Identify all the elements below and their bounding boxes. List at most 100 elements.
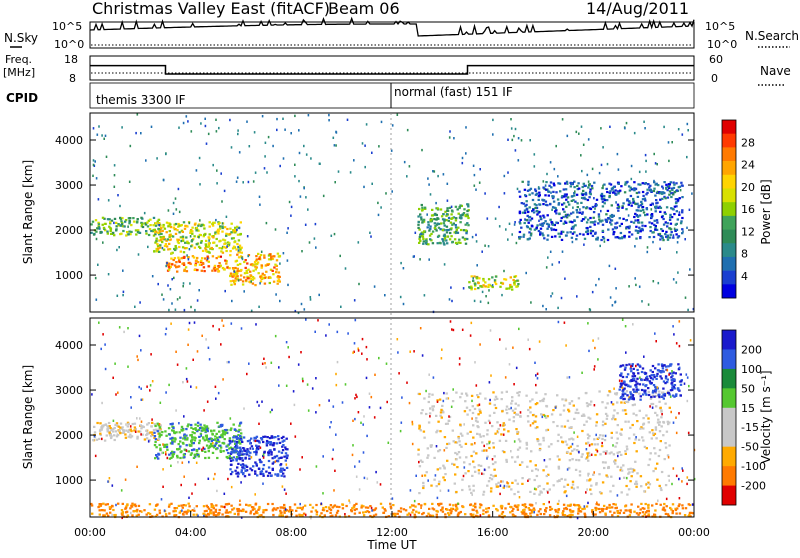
range-cell: [539, 508, 541, 510]
range-cell: [620, 384, 622, 386]
range-cell: [645, 414, 647, 416]
figure-title: Christmas Valley East (fitACF): [92, 0, 330, 18]
noise-cell: [190, 235, 192, 237]
range-cell: [429, 412, 431, 414]
range-cell: [501, 398, 503, 400]
noise-cell: [355, 319, 357, 321]
noise-cell: [671, 141, 673, 143]
range-cell: [240, 269, 242, 271]
range-cell: [420, 460, 422, 462]
range-cell: [604, 423, 606, 425]
range-cell: [197, 225, 199, 227]
noise-cell: [645, 160, 647, 162]
noise-cell: [212, 164, 214, 166]
range-cell: [221, 247, 223, 249]
range-cell: [587, 199, 589, 201]
noise-cell: [218, 392, 220, 394]
noise-cell: [474, 442, 476, 444]
range-cell: [172, 510, 174, 512]
range-cell: [245, 457, 247, 459]
range-cell: [587, 230, 589, 232]
range-cell: [599, 511, 601, 513]
noise-cell: [519, 496, 521, 498]
range-cell: [454, 483, 456, 485]
range-cell: [277, 460, 279, 462]
range-cell: [428, 508, 430, 510]
range-cell: [187, 509, 189, 511]
noise-cell: [141, 399, 143, 401]
noise-cell: [135, 431, 137, 433]
range-cell: [478, 469, 480, 471]
range-cell: [121, 509, 123, 511]
noise-cell: [580, 154, 582, 156]
range-cell: [534, 207, 536, 209]
range-cell: [106, 513, 108, 515]
range-cell: [502, 480, 504, 482]
range-cell: [611, 506, 613, 508]
range-cell: [482, 494, 484, 496]
range-cell: [662, 388, 664, 390]
range-cell: [619, 225, 621, 227]
range-cell: [242, 447, 244, 449]
range-cell: [156, 250, 158, 252]
noise-cell: [567, 468, 569, 470]
range-cell: [236, 508, 238, 510]
noise-cell: [108, 273, 110, 275]
range-cell: [600, 239, 602, 241]
range-cell: [242, 283, 244, 285]
noise-cell: [602, 185, 604, 187]
range-cell: [273, 266, 275, 268]
range-cell: [637, 506, 639, 508]
range-cell: [129, 436, 131, 438]
range-cell: [529, 219, 531, 221]
range-cell: [568, 214, 570, 216]
range-cell: [628, 398, 630, 400]
range-cell: [250, 264, 252, 266]
range-cell: [441, 215, 443, 217]
range-cell: [485, 511, 487, 513]
range-cell: [546, 204, 548, 206]
noise-cell: [161, 498, 163, 500]
range-cell: [419, 465, 421, 467]
range-cell: [194, 264, 196, 266]
noise-cell: [359, 488, 361, 490]
noise-cell: [97, 264, 99, 266]
range-cell: [267, 264, 269, 266]
range-cell: [564, 426, 566, 428]
range-cell: [190, 424, 192, 426]
range-cell: [665, 513, 667, 515]
range-cell: [576, 235, 578, 237]
noise-cell: [516, 242, 518, 244]
range-cell: [96, 439, 98, 441]
range-cell: [194, 247, 196, 249]
range-cell: [98, 438, 100, 440]
noise-cell: [654, 332, 656, 334]
range-cell: [225, 235, 227, 237]
range-cell: [234, 280, 236, 282]
range-cell: [582, 218, 584, 220]
range-cell: [591, 187, 593, 189]
range-cell: [232, 268, 234, 270]
noise-cell: [323, 195, 325, 197]
range-cell: [666, 225, 668, 227]
range-cell: [229, 254, 231, 256]
range-cell: [161, 241, 163, 243]
noise-cell: [188, 461, 190, 463]
noise-cell: [537, 373, 539, 375]
range-cell: [608, 390, 610, 392]
noise-cell: [615, 268, 617, 270]
range-cell: [186, 225, 188, 227]
noise-cell: [255, 323, 257, 325]
noise-cell: [140, 132, 142, 134]
range-cell: [136, 437, 138, 439]
range-cell: [270, 256, 272, 258]
range-cell: [451, 224, 453, 226]
range-cell: [495, 483, 497, 485]
range-cell: [502, 282, 504, 284]
noise-cell: [358, 283, 360, 285]
range-cell: [545, 510, 547, 512]
range-cell: [479, 412, 481, 414]
noise-cell: [322, 455, 324, 457]
range-cell: [573, 220, 575, 222]
range-cell: [236, 275, 238, 277]
